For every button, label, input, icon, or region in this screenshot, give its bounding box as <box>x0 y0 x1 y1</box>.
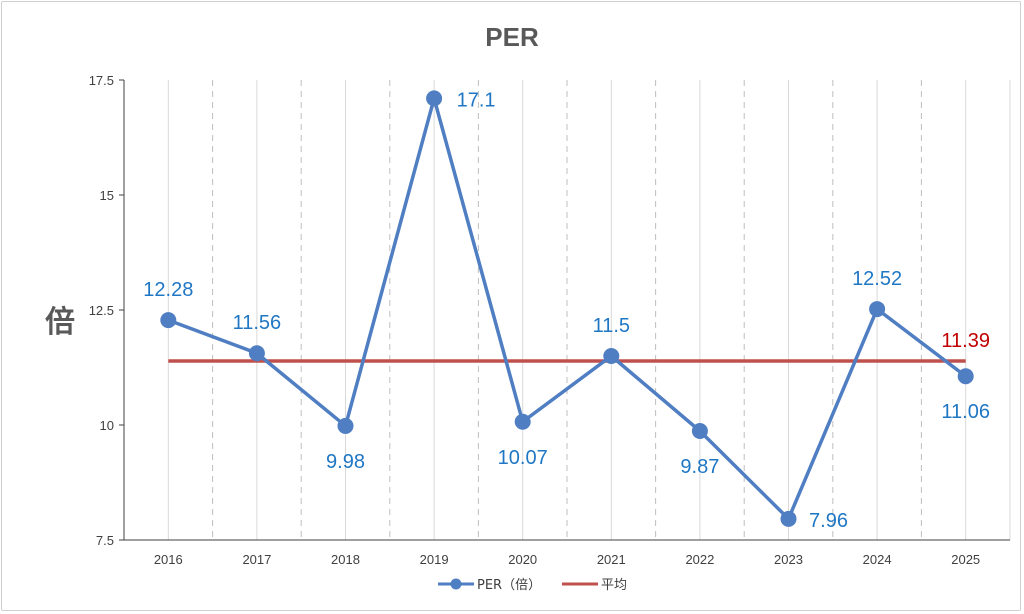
x-tick-labels: 2016 2017 2018 2019 2020 2021 2022 2023 2024 2025 <box>154 552 980 567</box>
x-tick-label: 2016 <box>154 552 183 567</box>
per-data-label: 9.98 <box>326 451 365 473</box>
data-labels: 12.28 11.56 9.98 17.1 10.07 11.5 9.87 7.96 12.52… <box>143 89 990 531</box>
x-tick-label: 2024 <box>863 552 892 567</box>
per-point <box>869 301 886 318</box>
x-tick-label: 2023 <box>774 552 803 567</box>
per-point <box>160 312 177 329</box>
y-tick-label: 12.5 <box>89 303 114 318</box>
per-point <box>780 510 797 527</box>
per-point <box>691 422 708 439</box>
per-point <box>603 348 620 364</box>
y-tick-label: 7.5 <box>96 533 114 548</box>
x-tick-label: 2020 <box>508 552 537 567</box>
legend-average-label: 平均 <box>601 578 627 593</box>
per-series <box>160 90 974 527</box>
y-tick-label: 17.5 <box>89 73 114 88</box>
x-tick-label: 2019 <box>420 552 449 567</box>
per-data-label: 12.52 <box>852 268 902 290</box>
per-data-label: 11.56 <box>233 312 282 334</box>
per-data-label: 17.1 <box>457 89 496 111</box>
per-data-label: 11.06 <box>941 401 990 423</box>
per-data-label: 10.07 <box>498 447 548 469</box>
per-point <box>957 368 974 385</box>
y-tick-label: 15 <box>100 188 114 203</box>
per-data-label: 11.5 <box>593 315 630 337</box>
x-tick-label: 2022 <box>685 552 714 567</box>
legend-per-label: PER（倍） <box>477 578 541 593</box>
x-tick-label: 2018 <box>331 552 360 567</box>
y-axis-label: 倍 <box>45 305 75 340</box>
per-data-label: 7.96 <box>809 510 848 532</box>
y-tick-label: 10 <box>100 418 114 433</box>
per-data-label: 12.28 <box>143 279 193 301</box>
per-data-label: 9.87 <box>680 456 719 478</box>
x-tick-label: 2017 <box>242 552 271 567</box>
average-data-label: 11.39 <box>941 330 990 352</box>
per-point <box>514 413 531 430</box>
chart-title: PER <box>485 22 539 52</box>
legend-per-swatch-marker <box>450 578 462 590</box>
per-line <box>167 96 967 521</box>
per-point <box>337 417 354 434</box>
x-tick-label: 2025 <box>951 552 980 567</box>
y-tick-labels: 7.5 10 12.5 15 17.5 <box>89 73 124 548</box>
x-tick-label: 2021 <box>597 552 626 567</box>
legend: PER（倍） 平均 <box>438 578 627 593</box>
per-point <box>426 90 443 107</box>
per-point <box>248 345 265 362</box>
